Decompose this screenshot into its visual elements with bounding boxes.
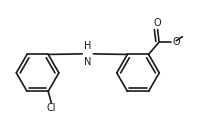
Text: N: N — [84, 57, 92, 67]
Text: H: H — [84, 41, 92, 51]
Text: O: O — [173, 37, 180, 47]
Text: O: O — [154, 18, 161, 28]
Text: Cl: Cl — [46, 103, 56, 113]
